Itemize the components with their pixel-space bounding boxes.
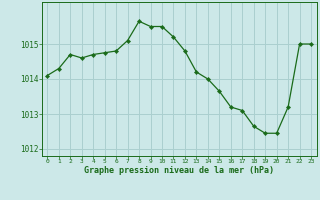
X-axis label: Graphe pression niveau de la mer (hPa): Graphe pression niveau de la mer (hPa) xyxy=(84,166,274,175)
